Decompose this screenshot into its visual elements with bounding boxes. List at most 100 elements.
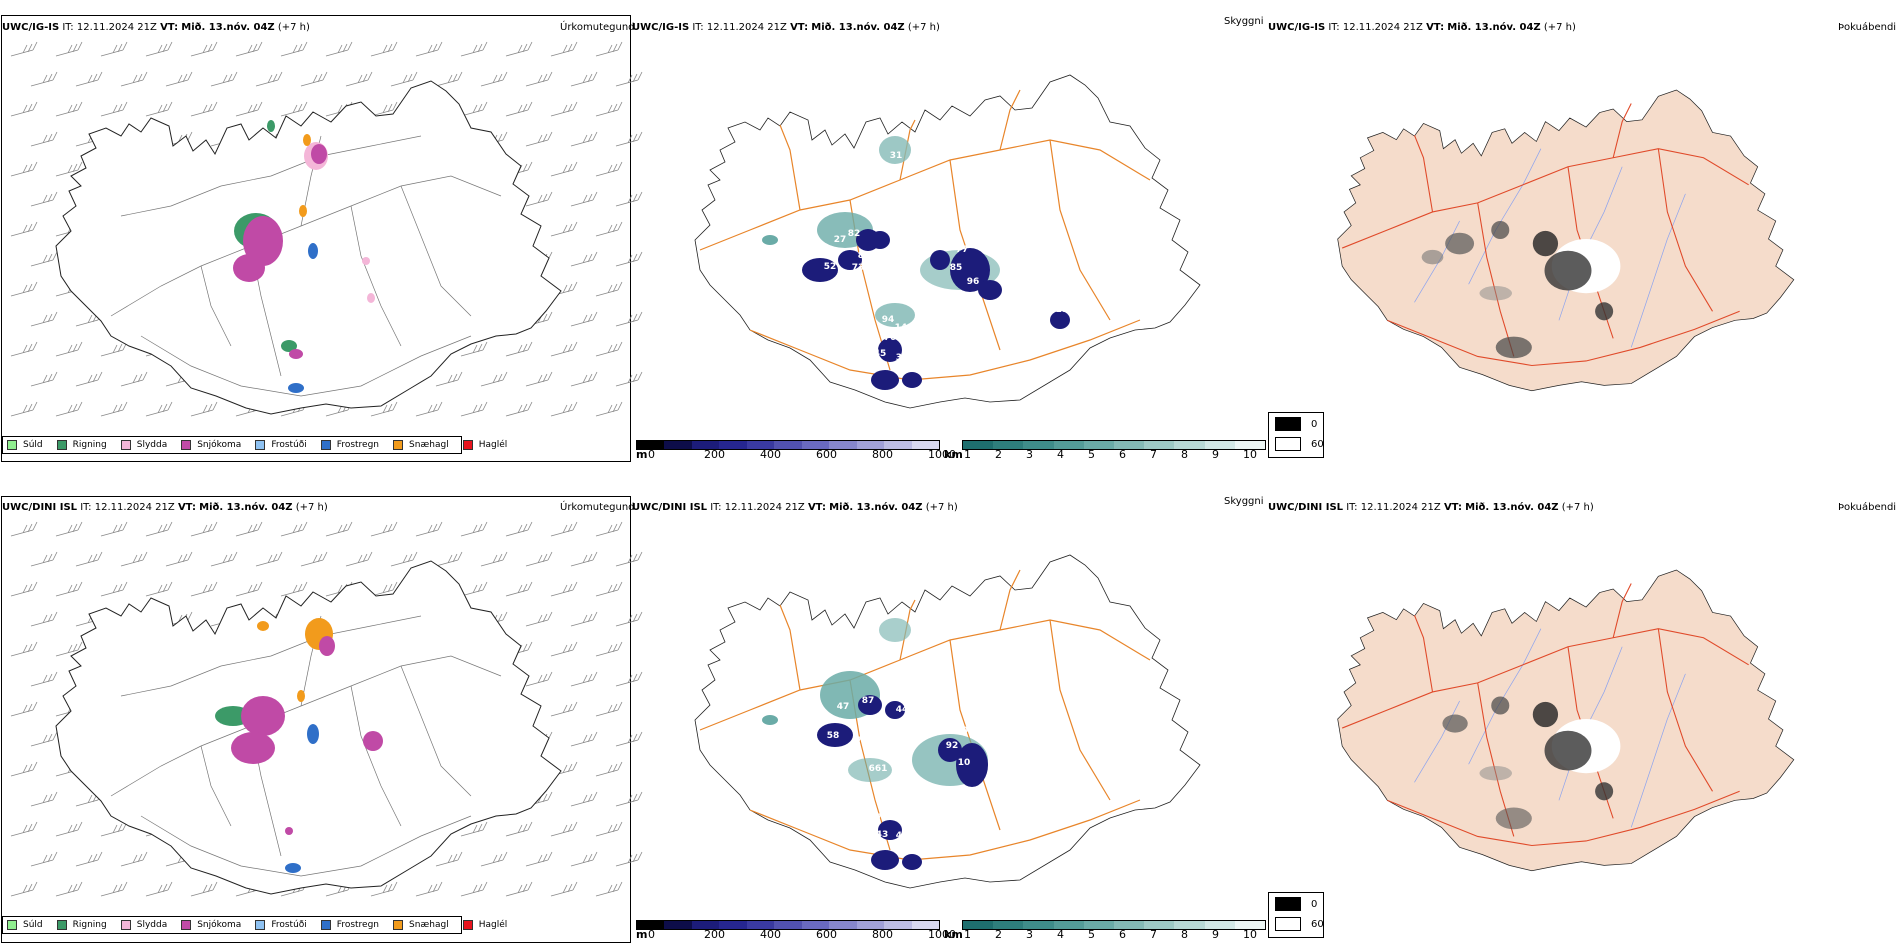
colorbar-segment <box>1204 441 1235 449</box>
colorbar-unit: km <box>944 928 963 941</box>
wind-barb <box>595 161 623 177</box>
legend-label: Haglél <box>478 440 508 450</box>
legend-swatch <box>56 440 67 450</box>
colorbar-tick: 400 <box>760 928 781 941</box>
wind-barb <box>190 401 218 417</box>
legend-swatch <box>393 920 404 930</box>
wind-barb <box>480 371 508 387</box>
legend-item-7: Haglél <box>462 440 508 450</box>
wind-barb <box>570 671 598 687</box>
wind-barb <box>190 101 218 117</box>
legend-label: Slydda <box>136 440 168 450</box>
visibility-value-label: 58 <box>827 731 840 741</box>
wind-barb <box>615 311 643 327</box>
colorbar-segment <box>774 921 802 929</box>
colorbar-tick: 200 <box>704 928 725 941</box>
colorbar-segment <box>691 921 720 929</box>
fog-legend-1: 0 60 <box>1268 412 1324 458</box>
visibility-value-label: 42 <box>897 230 910 240</box>
wind-barb <box>165 71 193 87</box>
wind-barb <box>435 851 463 867</box>
colorbar-segment <box>856 441 885 449</box>
wind-barb <box>525 311 553 327</box>
wind-barb <box>30 71 58 87</box>
iceland-outline <box>55 80 562 415</box>
wind-barb <box>595 581 623 597</box>
fog-header-2: UWC/DINI ISL IT: 12.11.2024 21Z VT: Mið.… <box>1268 502 1594 513</box>
colorbar-segment <box>1114 921 1145 929</box>
wind-barb <box>10 761 38 777</box>
wind-barb <box>255 551 283 567</box>
legend-label: Snjókoma <box>197 440 242 450</box>
wind-barb <box>595 41 623 57</box>
wind-barb <box>595 761 623 777</box>
fog-grey-blobs <box>1421 220 1621 359</box>
wind-barb <box>595 821 623 837</box>
colorbar-tick: 600 <box>816 928 837 941</box>
wind-barb <box>10 341 38 357</box>
wind-barb <box>235 521 263 537</box>
legend-item-1: Rigning <box>56 920 107 930</box>
precip-areas <box>215 618 383 873</box>
colorbar-tick: 10 <box>1243 448 1257 461</box>
visibility-colorbar-2 <box>962 920 1266 930</box>
legend-swatch <box>462 920 473 930</box>
legend-swatch <box>393 440 404 450</box>
wind-barb <box>75 551 103 567</box>
visibility-value-label: 27 <box>834 235 847 245</box>
wind-barb <box>480 71 508 87</box>
wind-barb <box>615 731 643 747</box>
wind-barb <box>10 521 38 537</box>
colorbar-segment <box>884 441 912 449</box>
wind-barb <box>570 851 598 867</box>
fog-title-2: Þokuábendi <box>1838 502 1897 513</box>
wind-barb <box>345 71 373 87</box>
legend-swatch <box>120 920 131 930</box>
wind-barb <box>120 71 148 87</box>
wind-barb <box>190 521 218 537</box>
legend-item-0: Súld <box>7 440 43 450</box>
legend-swatch <box>181 440 192 450</box>
wind-barb <box>595 101 623 117</box>
wind-barb <box>30 371 58 387</box>
wind-barb <box>300 71 328 87</box>
wind-barb <box>75 71 103 87</box>
wind-barb <box>595 521 623 537</box>
colorbar-segment <box>746 921 775 929</box>
legend-swatch <box>181 920 192 930</box>
wind-barb <box>435 71 463 87</box>
wind-barb <box>615 131 643 147</box>
colorbar-tick: 10 <box>1243 928 1257 941</box>
precip-header-1: UWC/IG-IS IT: 12.11.2024 21Z VT: Mið. 13… <box>2 22 310 33</box>
wind-barb <box>325 41 353 57</box>
wind-barb <box>550 101 578 117</box>
wind-barb <box>505 881 533 897</box>
wind-barb <box>595 641 623 657</box>
visibility-value-label: 96 <box>967 277 980 287</box>
legend-item-5: Frostregn <box>320 920 379 930</box>
precip-header-2: UWC/DINI ISL IT: 12.11.2024 21Z VT: Mið.… <box>2 502 328 513</box>
wind-barb <box>190 41 218 57</box>
colorbar-tick: 1 <box>964 928 971 941</box>
visibility-value-label: 10 <box>958 758 971 768</box>
legend-swatch <box>120 440 131 450</box>
wind-barb <box>55 521 83 537</box>
wind-barb <box>100 41 128 57</box>
visibility-header-1: UWC/IG-IS IT: 12.11.2024 21Z VT: Mið. 13… <box>632 22 940 33</box>
wind-barb <box>460 821 488 837</box>
legend-swatch <box>7 920 17 930</box>
wind-barb <box>570 371 598 387</box>
precip-legend-1: Súld Rigning Slydda Snjókoma Frostúði Frostre… <box>2 436 507 454</box>
visibility-header-2: UWC/DINI ISL IT: 12.11.2024 21Z VT: Mið.… <box>632 502 958 513</box>
wind-barb <box>550 161 578 177</box>
precip-title-1: Úrkomutegund <box>560 22 635 33</box>
cloudbase-ticks-1: m 0 200 400 600 800 1000 <box>636 448 956 462</box>
wind-barb <box>10 881 38 897</box>
wind-barb <box>390 71 418 87</box>
colorbar-unit: m <box>636 928 648 941</box>
colorbar-tick: 6 <box>1119 928 1126 941</box>
wind-barb <box>505 101 533 117</box>
visibility-value-label: 31 <box>890 151 903 161</box>
wind-barb <box>460 341 488 357</box>
legend-label: Súld <box>23 920 43 930</box>
